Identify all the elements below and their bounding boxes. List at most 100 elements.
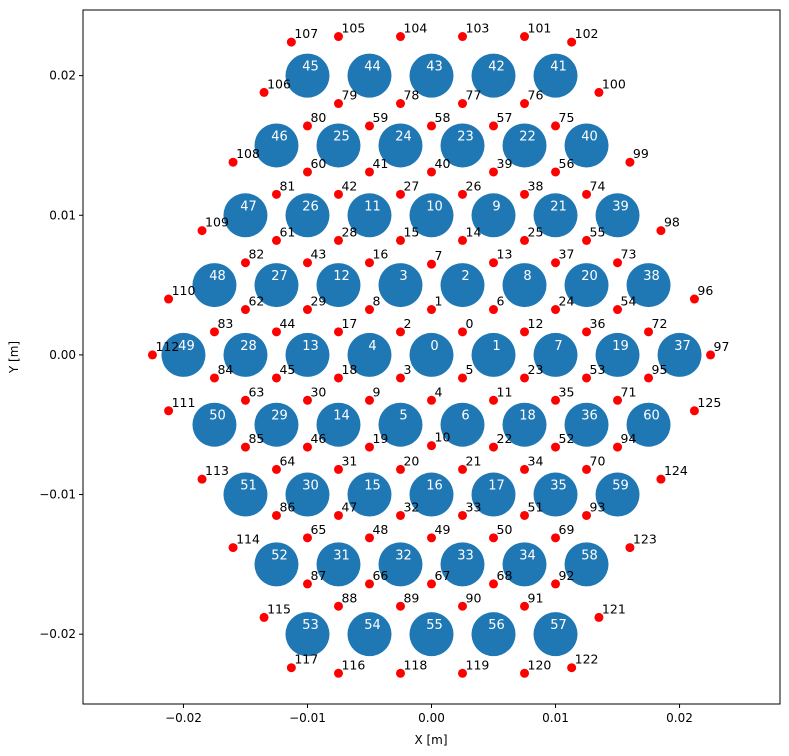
small-marker-label-80: 80 [310,110,326,125]
small-marker-label-66: 66 [372,568,388,583]
small-marker-label-108: 108 [236,146,260,161]
small-marker-label-94: 94 [621,431,637,446]
y-tick-label: 0.00 [49,348,76,362]
small-marker-label-21: 21 [466,453,482,468]
y-tick-label: 0.01 [49,208,76,222]
small-marker-label-9: 9 [372,384,380,399]
small-marker-label-114: 114 [236,532,260,547]
small-marker-label-17: 17 [341,316,357,331]
large-marker-label-28: 28 [240,339,257,354]
large-marker-label-51: 51 [240,479,257,494]
small-marker-label-77: 77 [466,88,482,103]
small-marker-label-99: 99 [633,146,649,161]
large-marker-label-12: 12 [333,269,350,284]
small-marker-label-113: 113 [205,463,229,478]
small-marker-label-83: 83 [217,316,233,331]
small-marker-label-84: 84 [217,362,233,377]
small-marker-label-7: 7 [435,248,443,263]
small-marker-label-31: 31 [341,453,357,468]
large-marker-label-13: 13 [302,339,319,354]
y-axis-label: Y [m] [7,341,21,374]
large-marker-label-55: 55 [426,618,443,633]
small-marker-label-106: 106 [267,76,291,91]
x-axis-label: X [m] [414,733,447,747]
small-marker-label-49: 49 [435,522,451,537]
small-marker-label-34: 34 [528,453,544,468]
large-marker-label-56: 56 [488,618,505,633]
small-marker-label-45: 45 [279,362,295,377]
small-marker-label-42: 42 [341,178,357,193]
small-marker-label-27: 27 [403,178,419,193]
large-marker-label-33: 33 [457,548,474,563]
large-marker-label-36: 36 [581,409,598,424]
small-marker-label-60: 60 [310,156,326,171]
small-marker-label-25: 25 [528,224,544,239]
small-marker-label-79: 79 [341,88,357,103]
small-marker-label-75: 75 [559,110,575,125]
small-marker-label-71: 71 [621,384,637,399]
large-marker-label-23: 23 [457,129,474,144]
small-marker-label-115: 115 [267,601,291,616]
large-marker-label-16: 16 [426,479,443,494]
small-marker-label-110: 110 [172,283,196,298]
x-tick-label: −0.01 [289,711,326,725]
small-marker-label-32: 32 [403,499,419,514]
small-marker-label-93: 93 [590,499,606,514]
small-marker-label-63: 63 [248,384,264,399]
small-marker-label-97: 97 [714,339,730,354]
large-marker-label-35: 35 [550,479,567,494]
small-marker-label-8: 8 [372,294,380,309]
large-marker-label-52: 52 [271,548,288,563]
large-marker-label-38: 38 [643,269,660,284]
large-marker-label-34: 34 [519,548,536,563]
small-marker-label-48: 48 [372,522,388,537]
large-marker-label-30: 30 [302,479,319,494]
large-marker-label-0: 0 [430,339,438,354]
small-marker-label-47: 47 [341,499,357,514]
large-marker-label-15: 15 [364,479,381,494]
small-marker-label-105: 105 [341,21,365,36]
small-marker-label-120: 120 [528,657,552,672]
small-marker-label-70: 70 [590,453,606,468]
large-marker-label-7: 7 [554,339,562,354]
large-marker-label-4: 4 [368,339,376,354]
small-marker-label-103: 103 [466,21,490,36]
small-marker-label-6: 6 [497,294,505,309]
large-marker-label-11: 11 [364,199,381,214]
small-marker-label-52: 52 [559,431,575,446]
large-marker-label-49: 49 [178,339,195,354]
large-marker-label-48: 48 [209,269,226,284]
large-marker-label-40: 40 [581,129,598,144]
large-marker-label-25: 25 [333,129,350,144]
small-marker-label-24: 24 [559,294,575,309]
small-marker-label-20: 20 [403,453,419,468]
small-marker-label-72: 72 [652,316,668,331]
small-marker-label-18: 18 [341,362,357,377]
small-marker-label-64: 64 [279,453,295,468]
large-marker-label-29: 29 [271,409,288,424]
small-marker-label-12: 12 [528,316,544,331]
large-marker-label-20: 20 [581,269,598,284]
small-marker-label-1: 1 [435,294,443,309]
small-marker-label-33: 33 [466,499,482,514]
small-marker-label-62: 62 [248,294,264,309]
small-marker-label-5: 5 [466,362,474,377]
small-marker-label-51: 51 [528,499,544,514]
large-marker-label-17: 17 [488,479,505,494]
small-marker-label-111: 111 [172,395,196,410]
small-marker-label-69: 69 [559,522,575,537]
small-marker-label-119: 119 [466,657,490,672]
small-marker-label-121: 121 [602,601,626,616]
small-marker-label-40: 40 [435,156,451,171]
large-marker-label-43: 43 [426,60,443,75]
x-tick-label: 0.00 [418,711,445,725]
large-marker-label-37: 37 [674,339,691,354]
large-marker-label-41: 41 [550,60,567,75]
small-marker-label-3: 3 [403,362,411,377]
small-marker-label-109: 109 [205,215,229,230]
large-marker-label-53: 53 [302,618,319,633]
small-marker-label-28: 28 [341,224,357,239]
large-marker-label-9: 9 [492,199,500,214]
